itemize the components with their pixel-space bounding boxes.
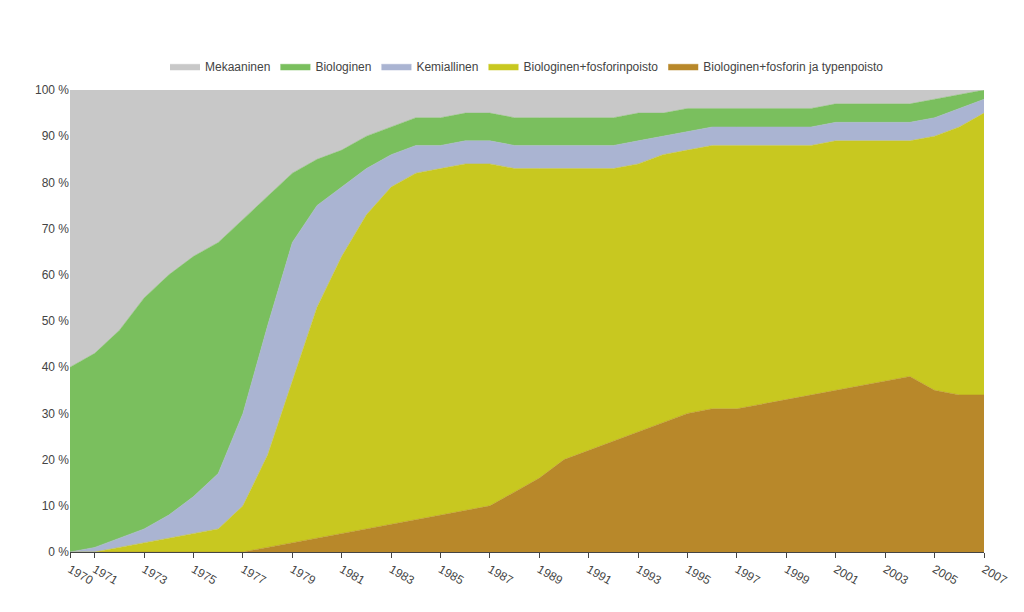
svg-text:1997: 1997 <box>732 562 762 588</box>
svg-text:1975: 1975 <box>189 562 219 588</box>
svg-text:1989: 1989 <box>535 562 565 588</box>
svg-text:90 %: 90 % <box>42 129 70 143</box>
svg-text:1981: 1981 <box>337 562 367 588</box>
svg-text:2005: 2005 <box>930 562 960 588</box>
svg-text:0 %: 0 % <box>48 545 69 559</box>
svg-text:2007: 2007 <box>980 562 1010 588</box>
svg-text:20 %: 20 % <box>42 453 70 467</box>
svg-text:70 %: 70 % <box>42 222 70 236</box>
svg-text:Biologinen: Biologinen <box>315 60 371 74</box>
svg-text:2001: 2001 <box>831 562 861 588</box>
svg-text:1983: 1983 <box>387 562 417 588</box>
svg-text:60 %: 60 % <box>42 268 70 282</box>
svg-text:1985: 1985 <box>436 562 466 588</box>
svg-text:2003: 2003 <box>881 562 911 588</box>
svg-text:1999: 1999 <box>782 562 812 588</box>
svg-text:1971: 1971 <box>90 562 120 588</box>
svg-text:1995: 1995 <box>683 562 713 588</box>
svg-text:30 %: 30 % <box>42 407 70 421</box>
svg-text:1970: 1970 <box>66 562 96 588</box>
svg-text:1991: 1991 <box>584 562 614 588</box>
svg-text:1979: 1979 <box>288 562 318 588</box>
svg-text:Kemiallinen: Kemiallinen <box>416 60 478 74</box>
svg-text:Biologinen+fosforin ja typenpo: Biologinen+fosforin ja typenpoisto <box>703 60 883 74</box>
svg-text:Biologinen+fosforinpoisto: Biologinen+fosforinpoisto <box>523 60 658 74</box>
svg-text:Mekaaninen: Mekaaninen <box>205 60 270 74</box>
svg-text:10 %: 10 % <box>42 499 70 513</box>
svg-text:40 %: 40 % <box>42 360 70 374</box>
svg-text:1973: 1973 <box>140 562 170 588</box>
svg-text:80 %: 80 % <box>42 176 70 190</box>
svg-text:50 %: 50 % <box>42 314 70 328</box>
svg-text:1987: 1987 <box>485 562 515 588</box>
svg-text:1993: 1993 <box>634 562 664 588</box>
svg-text:100 %: 100 % <box>35 83 69 97</box>
svg-text:1977: 1977 <box>238 562 268 588</box>
